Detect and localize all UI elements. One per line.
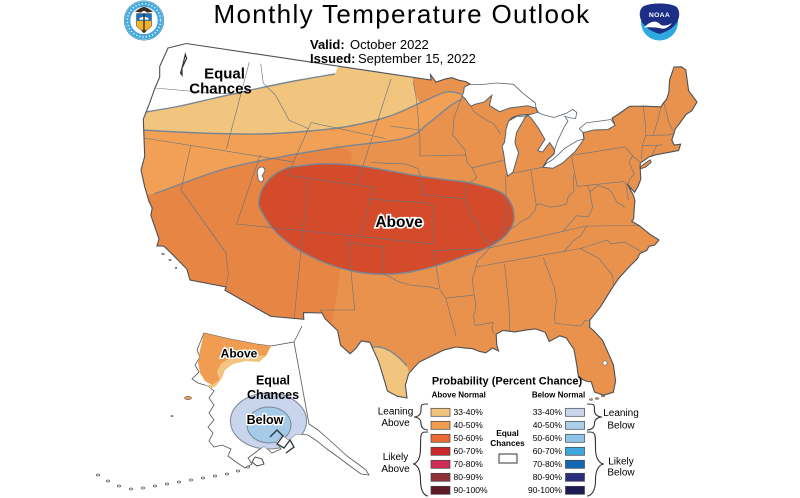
svg-text:Likely: Likely [608, 457, 634, 468]
svg-text:Equal: Equal [204, 66, 245, 83]
svg-text:40-50%: 40-50% [533, 420, 563, 430]
svg-text:Likely: Likely [383, 452, 409, 463]
svg-text:80-90%: 80-90% [454, 472, 484, 482]
svg-text:40-50%: 40-50% [454, 420, 484, 430]
svg-text:Above Normal: Above Normal [432, 391, 486, 400]
svg-text:Valid:October 2022: Valid: October 2022 [310, 37, 429, 52]
svg-text:Issued:September 15, 2022: Issued: September 15, 2022 [310, 51, 476, 66]
svg-text:Leaning: Leaning [378, 406, 414, 417]
svg-text:70-80%: 70-80% [533, 459, 563, 469]
svg-text:Chances: Chances [247, 388, 299, 402]
svg-text:Below: Below [607, 468, 635, 479]
svg-text:NOAA: NOAA [649, 12, 670, 19]
svg-text:Chances: Chances [189, 81, 252, 98]
svg-text:Above: Above [221, 347, 258, 361]
svg-text:90-100%: 90-100% [528, 485, 562, 495]
svg-text:Below: Below [607, 421, 635, 432]
svg-text:80-90%: 80-90% [533, 472, 563, 482]
svg-text:Below Normal: Below Normal [532, 391, 585, 400]
svg-text:33-40%: 33-40% [533, 407, 563, 417]
svg-text:50-60%: 50-60% [454, 433, 484, 443]
svg-text:Above: Above [375, 214, 423, 231]
svg-text:Chances: Chances [490, 438, 525, 448]
svg-text:Monthly Temperature Outlook: Monthly Temperature Outlook [213, 0, 590, 29]
svg-text:90-100%: 90-100% [454, 485, 488, 495]
svg-text:50-60%: 50-60% [533, 433, 563, 443]
svg-text:70-80%: 70-80% [454, 459, 484, 469]
svg-text:33-40%: 33-40% [454, 407, 484, 417]
svg-text:Probability (Percent Chance): Probability (Percent Chance) [432, 376, 583, 388]
svg-text:Leaning: Leaning [603, 408, 639, 419]
svg-text:Below: Below [247, 413, 284, 427]
svg-text:Above: Above [381, 464, 410, 475]
svg-text:60-70%: 60-70% [533, 446, 563, 456]
svg-text:Equal: Equal [496, 428, 519, 438]
svg-text:Equal: Equal [256, 374, 290, 388]
svg-text:60-70%: 60-70% [454, 446, 484, 456]
svg-text:Above: Above [381, 418, 410, 429]
